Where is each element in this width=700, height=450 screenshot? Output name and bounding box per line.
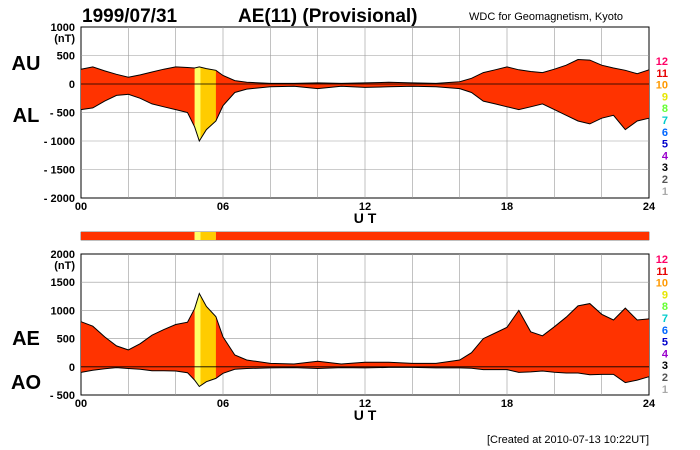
- x-axis-label: U T: [354, 210, 377, 226]
- station-legend-item: 11: [656, 266, 668, 278]
- data-band: [81, 293, 649, 387]
- x-tick-label: 06: [217, 398, 229, 410]
- x-tick-label: 18: [501, 398, 513, 410]
- x-tick-label: 24: [643, 398, 656, 410]
- x-tick-label: 00: [75, 398, 87, 410]
- index-title: AE(11) (Provisional): [238, 6, 418, 27]
- station-legend-item: 8: [662, 301, 668, 313]
- station-legend-item: 6: [662, 325, 668, 337]
- series-line-ao: [80, 366, 650, 388]
- station-legend-item: 12: [656, 254, 668, 266]
- station-legend-item: 2: [662, 372, 668, 384]
- reduced-station-highlight: [194, 59, 201, 141]
- station-legend-item: 2: [662, 174, 668, 186]
- source-label: WDC for Geomagnetism, Kyoto: [469, 11, 623, 23]
- station-legend-item: 3: [662, 162, 668, 174]
- y-tick-label: 0: [69, 79, 75, 91]
- station-legend-item: 10: [656, 278, 668, 290]
- station-bar-segment: [200, 232, 216, 240]
- x-tick-label: 00: [75, 201, 87, 213]
- panel-label-al: AL: [13, 105, 40, 127]
- x-axis-label: U T: [354, 407, 377, 423]
- ae-ao-panel: 2000 1500 1000 500 0 - 500 (nT) 00 06 12 18 24 U T AE…: [11, 249, 656, 423]
- station-legend-item: 7: [662, 313, 668, 325]
- panel-label-ao: AO: [11, 372, 41, 394]
- data-band: [81, 59, 649, 141]
- station-legend-item: 8: [662, 103, 668, 115]
- station-bar-segment: [194, 232, 201, 240]
- station-legend-item: 3: [662, 360, 668, 372]
- y-tick-label: 1000: [51, 22, 75, 34]
- station-legend-item: 5: [662, 139, 668, 151]
- reduced-station-highlight: [200, 293, 216, 387]
- y-tick-label: - 2000: [44, 193, 75, 205]
- x-tick-label: 18: [501, 201, 513, 213]
- y-tick-label: - 1500: [44, 165, 75, 177]
- station-legend-item: 5: [662, 337, 668, 349]
- reduced-station-highlight: [194, 293, 201, 387]
- station-bar-segment: [81, 232, 195, 240]
- station-legend-item: 10: [656, 80, 668, 92]
- y-tick-label: 2000: [51, 249, 75, 261]
- station-legend-item: 1: [662, 384, 668, 396]
- y-tick-label: 1500: [51, 277, 75, 289]
- unit-label: (nT): [54, 33, 75, 45]
- station-legend-item: 7: [662, 115, 668, 127]
- station-legend-item: 9: [662, 91, 668, 103]
- y-tick-label: 1000: [51, 305, 75, 317]
- y-tick-label: 0: [69, 362, 75, 374]
- station-legend-item: 1: [662, 186, 668, 198]
- y-tick-label: 500: [57, 51, 75, 63]
- au-al-panel: 1000 500 0 - 500 - 1000 - 1500 - 2000 (nT) 00 06 1…: [12, 22, 656, 226]
- x-tick-label: 06: [217, 201, 229, 213]
- y-tick-label: - 500: [50, 108, 75, 120]
- date-title: 1999/07/31: [82, 6, 178, 27]
- station-legend-item: 11: [656, 68, 668, 80]
- station-legend-item: 4: [662, 150, 669, 162]
- y-tick-label: 500: [57, 334, 75, 346]
- station-count-bar: [80, 231, 650, 241]
- panel-label-ae: AE: [12, 328, 40, 350]
- series-line-al: [80, 85, 650, 143]
- x-tick-label: 12: [359, 201, 371, 213]
- series-line-au: [80, 58, 650, 84]
- station-legend-item: 4: [662, 348, 669, 360]
- x-tick-label: 12: [359, 398, 371, 410]
- station-legend-item: 12: [656, 56, 668, 68]
- x-tick-label: 24: [643, 201, 656, 213]
- panel-label-au: AU: [12, 53, 41, 75]
- y-tick-label: - 500: [50, 390, 75, 402]
- reduced-station-highlight: [200, 59, 216, 141]
- station-bar-segment: [215, 232, 649, 240]
- station-legend-item: 9: [662, 289, 668, 301]
- y-tick-label: - 1000: [44, 136, 75, 148]
- unit-label: (nT): [54, 260, 75, 272]
- series-line-ae: [80, 292, 650, 365]
- station-legend-item: 6: [662, 127, 668, 139]
- created-timestamp: [Created at 2010-07-13 10:22UT]: [487, 434, 649, 446]
